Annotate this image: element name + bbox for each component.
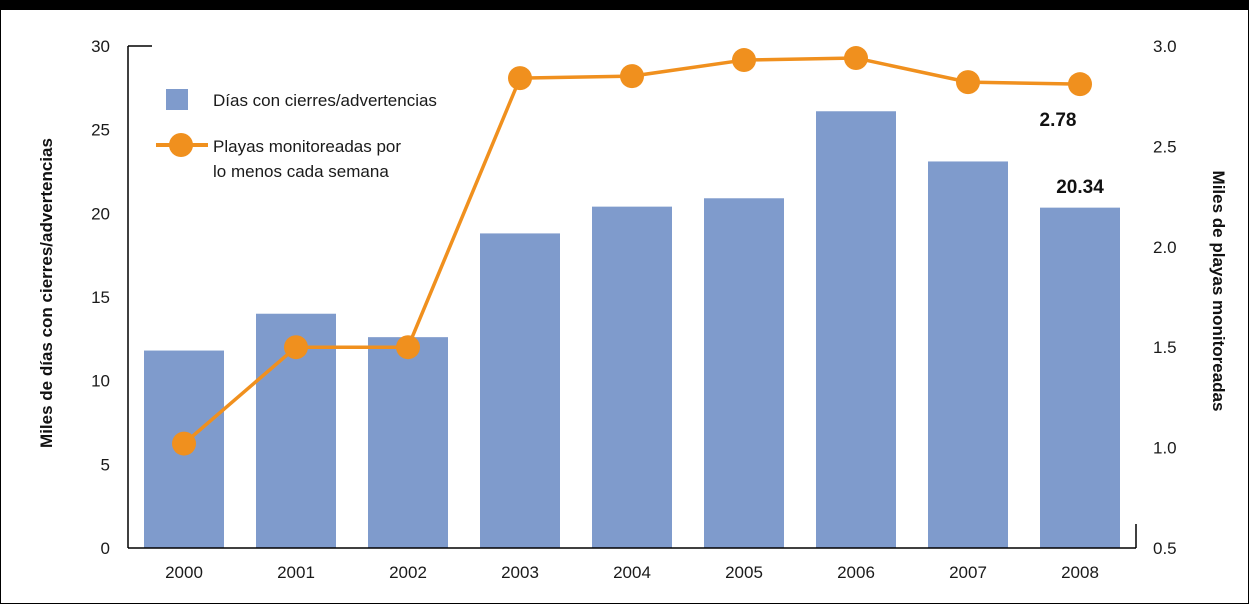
legend-line-marker: [169, 133, 193, 157]
bar-2006: [816, 111, 896, 548]
line-point-2002: [396, 335, 420, 360]
bar-data-label-2008: 20.34: [1056, 177, 1104, 198]
y-tick-label-30: 30: [91, 37, 110, 56]
y-tick-label-5: 5: [101, 455, 110, 474]
bar-2007: [928, 161, 1008, 548]
line-point-2004: [620, 64, 644, 89]
x-tick-label-2005: 2005: [725, 563, 763, 582]
y-tick-label-15: 15: [91, 288, 110, 307]
y2-tick-label-0.5: 0.5: [1153, 539, 1177, 558]
bar-2008: [1040, 207, 1120, 549]
y2-axis-title: Miles de playas monitoreadas: [1209, 171, 1228, 412]
y2-tick-label-1.0: 1.0: [1153, 439, 1177, 458]
y2-tick-label-3.0: 3.0: [1153, 37, 1177, 56]
y-axis-title: Miles de días con cierres/advertencias: [37, 138, 56, 448]
line-point-2000: [172, 431, 196, 456]
x-tick-label-2004: 2004: [613, 563, 651, 582]
legend-line-label-1: Playas monitoreadas por: [213, 137, 401, 156]
x-tick-label-2001: 2001: [277, 563, 315, 582]
legend-bar-swatch: [166, 89, 188, 110]
y-tick-label-25: 25: [91, 121, 110, 140]
y-tick-label-0: 0: [101, 539, 110, 558]
line-point-2001: [284, 335, 308, 360]
axes: [127, 45, 1137, 549]
line-point-2006: [844, 46, 868, 71]
line-point-2008: [1068, 72, 1092, 97]
bar-2003: [480, 233, 560, 548]
top-bar: [0, 0, 1249, 10]
x-tick-label-2008: 2008: [1061, 563, 1099, 582]
line-point-2005: [732, 48, 756, 73]
line-data-label-2008: 2.78: [1040, 110, 1077, 131]
line-series: [172, 46, 1092, 456]
line-point-2003: [508, 66, 532, 91]
tick-labels: 0 5 10 15 20 25 30 0.5 1.0 1.5 2.0 2.5 3.0 2000 2001 20…: [91, 37, 1177, 582]
legend-line-label-2: lo menos cada semana: [213, 162, 389, 181]
x-tick-label-2003: 2003: [501, 563, 539, 582]
x-tick-label-2006: 2006: [837, 563, 875, 582]
bar-2002: [368, 337, 448, 548]
y2-tick-label-1.5: 1.5: [1153, 338, 1177, 357]
legend: Días con cierres/advertencias Playas mon…: [156, 89, 437, 181]
y2-tick-label-2.5: 2.5: [1153, 137, 1177, 156]
bar-2005: [704, 198, 784, 549]
x-tick-label-2002: 2002: [389, 563, 427, 582]
y2-tick-label-2.0: 2.0: [1153, 238, 1177, 257]
y-tick-label-20: 20: [91, 204, 110, 223]
line-point-2007: [956, 70, 980, 95]
y-tick-label-10: 10: [91, 372, 110, 391]
legend-bar-label: Días con cierres/advertencias: [213, 91, 437, 110]
x-tick-label-2007: 2007: [949, 563, 987, 582]
bar-series: [144, 111, 1120, 549]
bar-2004: [592, 206, 672, 548]
x-tick-label-2000: 2000: [165, 563, 203, 582]
